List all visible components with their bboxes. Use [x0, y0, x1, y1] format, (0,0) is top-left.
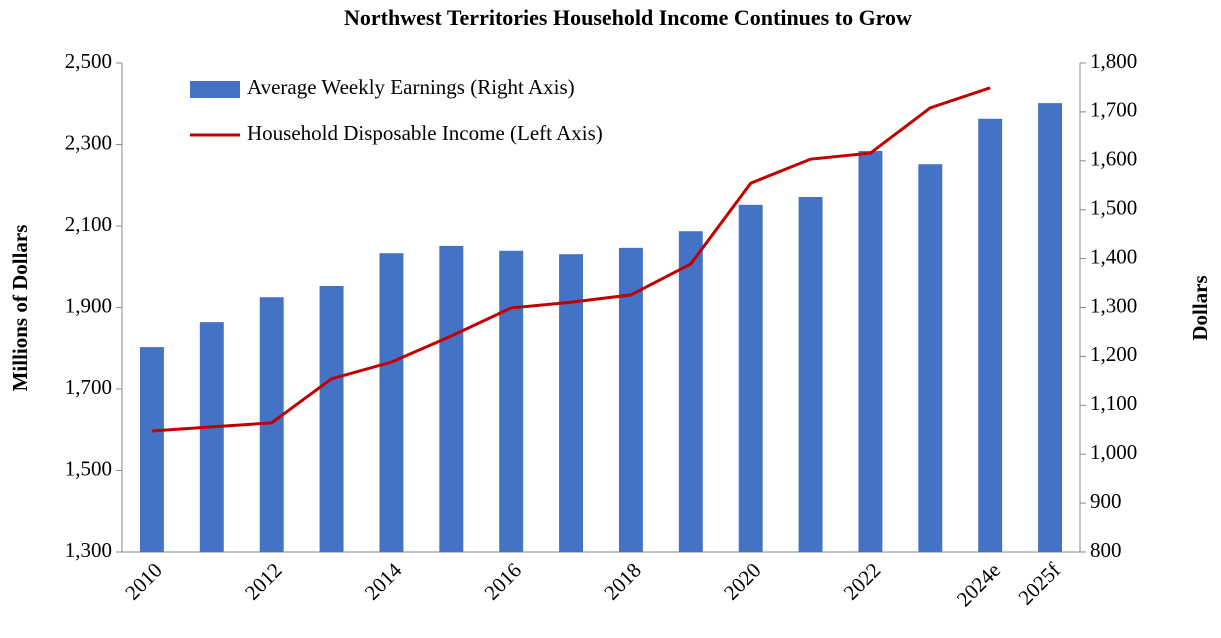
- x-tick-label: 2014: [360, 558, 407, 605]
- y2-tick-label: 1,000: [1090, 440, 1137, 464]
- y2-tick-label: 800: [1090, 538, 1122, 562]
- y-tick-label: 2,300: [65, 130, 112, 154]
- bar: [678, 231, 703, 552]
- y-axis-title: Millions of Dollars: [8, 225, 32, 392]
- y-tick-label: 1,700: [65, 375, 112, 399]
- x-tick-label: 2025f: [1013, 558, 1065, 610]
- legend-label: Household Disposable Income (Left Axis): [247, 121, 603, 145]
- bar: [499, 250, 524, 552]
- bar: [798, 196, 823, 552]
- y-tick-label: 2,500: [65, 49, 112, 73]
- bar: [978, 118, 1003, 552]
- legend-swatch: [190, 81, 240, 98]
- x-tick-label: 2022: [839, 558, 886, 605]
- bar: [139, 347, 164, 552]
- x-tick-label: 2010: [120, 558, 167, 605]
- y2-tick-label: 1,800: [1090, 49, 1137, 73]
- chart-title: Northwest Territories Household Income C…: [344, 5, 912, 30]
- x-tick-label: 2018: [599, 558, 646, 605]
- y2-tick-label: 900: [1090, 489, 1122, 513]
- y-tick-label: 1,500: [65, 456, 112, 480]
- legend-label: Average Weekly Earnings (Right Axis): [247, 75, 575, 99]
- bar: [439, 245, 464, 553]
- y2-axis-title: Dollars: [1188, 275, 1212, 340]
- x-tick-label: 2016: [479, 558, 526, 605]
- line: [151, 86, 991, 433]
- y-tick-label: 1,300: [65, 538, 112, 562]
- bar: [379, 253, 404, 552]
- x-tick-label: 2020: [719, 558, 766, 605]
- y2-tick-label: 1,300: [1090, 293, 1137, 317]
- bar: [1038, 103, 1063, 553]
- y2-tick-label: 1,400: [1090, 244, 1137, 268]
- y2-tick-label: 1,100: [1090, 391, 1137, 415]
- bar: [918, 164, 943, 552]
- x-tick-label: 2012: [240, 558, 287, 605]
- y2-tick-label: 1,200: [1090, 342, 1137, 366]
- bar: [618, 247, 643, 553]
- y-tick-label: 1,900: [65, 293, 112, 317]
- y2-tick-label: 1,500: [1090, 196, 1137, 220]
- bar: [858, 151, 883, 552]
- y2-tick-label: 1,700: [1090, 98, 1137, 122]
- bar: [738, 204, 763, 552]
- bar: [259, 297, 284, 552]
- x-tick-label: 2024e: [952, 558, 1005, 611]
- bar: [559, 254, 584, 552]
- y2-tick-label: 1,600: [1090, 147, 1137, 171]
- bar: [199, 322, 224, 552]
- y-tick-label: 2,100: [65, 212, 112, 236]
- bar: [319, 285, 344, 552]
